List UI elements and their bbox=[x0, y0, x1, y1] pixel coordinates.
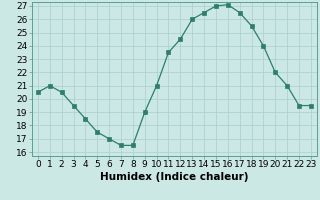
X-axis label: Humidex (Indice chaleur): Humidex (Indice chaleur) bbox=[100, 172, 249, 182]
